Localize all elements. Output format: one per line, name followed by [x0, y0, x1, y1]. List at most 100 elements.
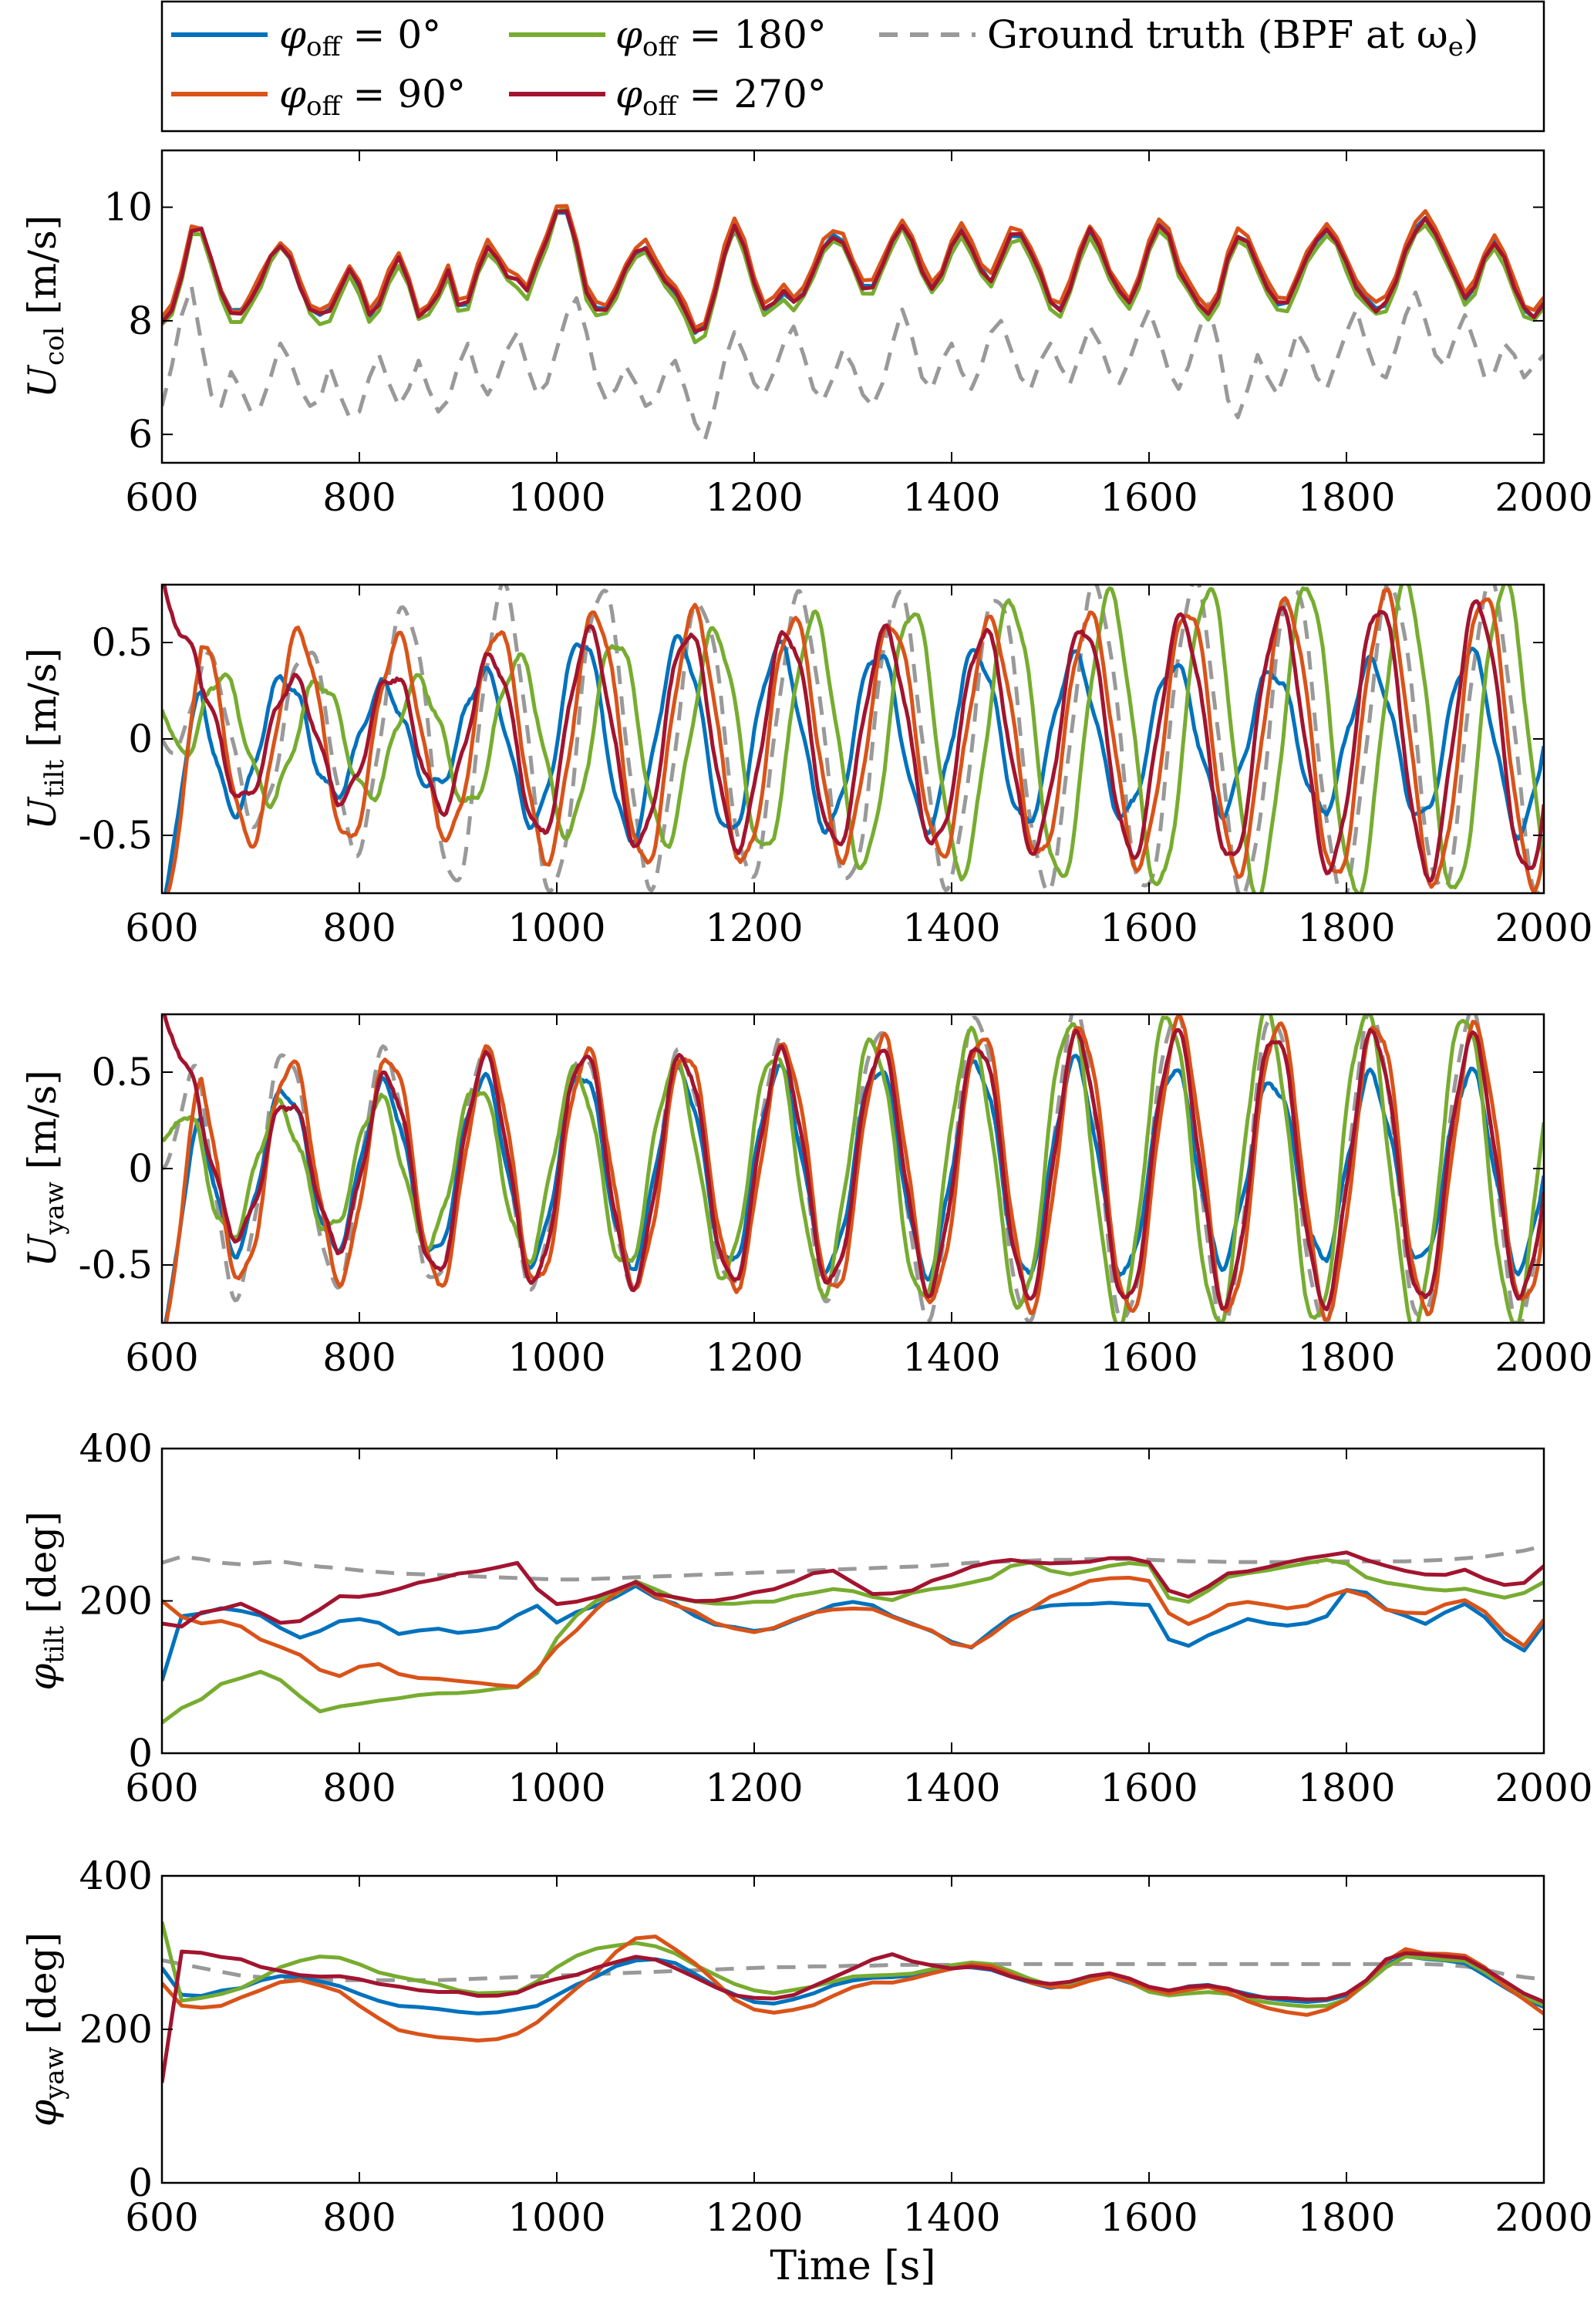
x-tick-label: 600	[125, 906, 198, 950]
legend-value: = 270°	[677, 72, 827, 116]
y-tick-label: 0.5	[91, 620, 153, 665]
series-line-phi270	[162, 1014, 1544, 1312]
panel-2: 600 800 1000 1200 1400 1600 1800 2000 -0.5 0 0.5 Ut…	[20, 583, 1593, 950]
y-tick-label: 200	[79, 1579, 153, 1624]
y-tick-label: 6	[128, 412, 153, 457]
series-line-phi180	[162, 585, 1544, 893]
x-tick-label: 1800	[1297, 475, 1395, 520]
x-tick-label: 2000	[1495, 2195, 1592, 2240]
x-tick-label: 1000	[507, 2195, 605, 2240]
legend-subscript: off	[306, 32, 342, 62]
plot-area	[162, 1014, 1544, 1323]
legend-symbol: φ	[279, 12, 306, 57]
x-tick-label: 1000	[507, 475, 605, 520]
y-label-subscript: tilt	[39, 759, 70, 797]
x-tick-label: 1400	[902, 2195, 1000, 2240]
x-tick-label: 800	[322, 1335, 396, 1380]
series-line-phi180	[162, 1921, 1544, 2009]
x-tick-label: 800	[322, 2195, 396, 2240]
x-tick-label: 1800	[1297, 2195, 1395, 2240]
legend-subscript: off	[642, 32, 679, 62]
y-tick-label: 400	[79, 1426, 153, 1471]
x-tick-label: 1200	[705, 2195, 803, 2240]
panel-1: 600 800 1000 1200 1400 1600 1800 2000 6 8 10 Ucol […	[20, 149, 1593, 520]
y-tick-label: -0.5	[79, 1243, 153, 1287]
x-tick-label: 1000	[507, 906, 605, 950]
series-line-phi180	[162, 204, 1544, 345]
y-axis-label: Utilt [m/s]	[20, 648, 70, 830]
x-tick-label: 800	[322, 906, 396, 950]
y-tick-label: 0	[128, 717, 153, 761]
x-tick-label: 2000	[1495, 1766, 1592, 1810]
panel-5: 600 800 1000 1200 1400 1600 1800 2000 0 200 400φya…	[20, 1853, 1593, 2289]
x-tick-label: 2000	[1495, 1335, 1592, 1380]
series-line-phi270	[162, 1550, 1544, 1629]
panel-4: 600 800 1000 1200 1400 1600 1800 20000200400φti…	[20, 1426, 1593, 1810]
legend-symbol: φ	[615, 72, 642, 116]
y-label-unit: [m/s]	[20, 215, 65, 327]
legend-subscript: e	[1448, 32, 1464, 62]
y-label-symbol: U	[20, 364, 65, 398]
legend-label-phi270: φoff = 270°	[615, 72, 827, 122]
y-label-subscript: yaw	[39, 1182, 70, 1236]
y-tick-label: 0	[128, 2160, 153, 2205]
legend-symbol: φ	[615, 12, 642, 57]
y-axis-label: φyaw [deg]	[20, 1932, 70, 2127]
series-line-phi0	[163, 1054, 1544, 1323]
y-tick-label: 400	[79, 1853, 153, 1898]
x-tick-label: 1400	[902, 1335, 1000, 1380]
x-tick-label: 1200	[705, 1335, 803, 1380]
x-axis-label: Time [s]	[770, 2243, 935, 2289]
legend-symbol: φ	[279, 72, 306, 116]
series-line-phi90	[164, 1014, 1544, 1323]
legend-subscript: off	[642, 91, 679, 122]
plot-area	[162, 585, 1544, 893]
x-tick-label: 600	[125, 2195, 198, 2240]
x-tick-label: 1600	[1100, 2195, 1198, 2240]
x-tick-label: 1800	[1297, 906, 1395, 950]
legend-text-tail: )	[1464, 12, 1479, 57]
y-tick-label: 200	[79, 2007, 153, 2052]
series-line-phi180	[162, 1557, 1544, 1725]
series-line-phi270	[162, 1949, 1544, 2083]
y-label-unit: [deg]	[20, 1932, 65, 2047]
x-tick-label: 800	[322, 475, 396, 520]
y-tick-label: 0	[128, 1146, 153, 1191]
series-line-truth	[162, 585, 1544, 893]
panel-3: 600 800 1000 1200 1400 1600 1800 2000 -0.5 0 0.5 Uy…	[20, 1013, 1593, 1380]
series-line-phi90	[162, 1576, 1544, 1689]
y-axis-label: Uyaw [m/s]	[20, 1070, 70, 1267]
x-tick-label: 2000	[1495, 906, 1592, 950]
legend-subscript: off	[306, 91, 342, 122]
x-tick-label: 2000	[1495, 475, 1592, 520]
x-tick-label: 1800	[1297, 1766, 1395, 1810]
x-tick-label: 1200	[705, 475, 803, 520]
legend-value: = 90°	[341, 72, 466, 116]
legend-label-phi90: φoff = 90°	[279, 72, 466, 122]
x-tick-label: 1000	[507, 1335, 605, 1380]
series-line-phi90	[165, 587, 1544, 893]
x-tick-label: 1200	[705, 906, 803, 950]
x-tick-label: 600	[125, 1766, 198, 1810]
y-label-unit: [m/s]	[20, 1070, 65, 1182]
y-tick-label: 0.5	[91, 1050, 153, 1095]
legend: φoff = 0° φoff = 180° Ground truth (BPF at…	[160, 0, 1545, 133]
y-label-symbol: U	[20, 1233, 65, 1267]
plot-area	[162, 1543, 1544, 1725]
series-line-phi180	[162, 1014, 1544, 1323]
y-label-subscript: yaw	[39, 2046, 70, 2100]
legend-text: Ground truth (BPF at ω	[987, 12, 1448, 57]
x-tick-label: 1400	[902, 1766, 1000, 1810]
series-line-truth	[162, 285, 1544, 442]
legend-label-phi0: φoff = 0°	[279, 12, 441, 62]
y-label-unit: [deg]	[20, 1511, 65, 1626]
series-line-phi0	[162, 1954, 1544, 2015]
axes-box	[160, 149, 1545, 464]
y-label-subscript: col	[39, 327, 70, 366]
series-line-phi270	[162, 209, 1544, 334]
legend-value: = 0°	[341, 12, 442, 57]
series-line-phi270	[162, 585, 1544, 883]
y-label-symbol: φ	[20, 1664, 65, 1691]
x-tick-label: 1400	[902, 475, 1000, 520]
